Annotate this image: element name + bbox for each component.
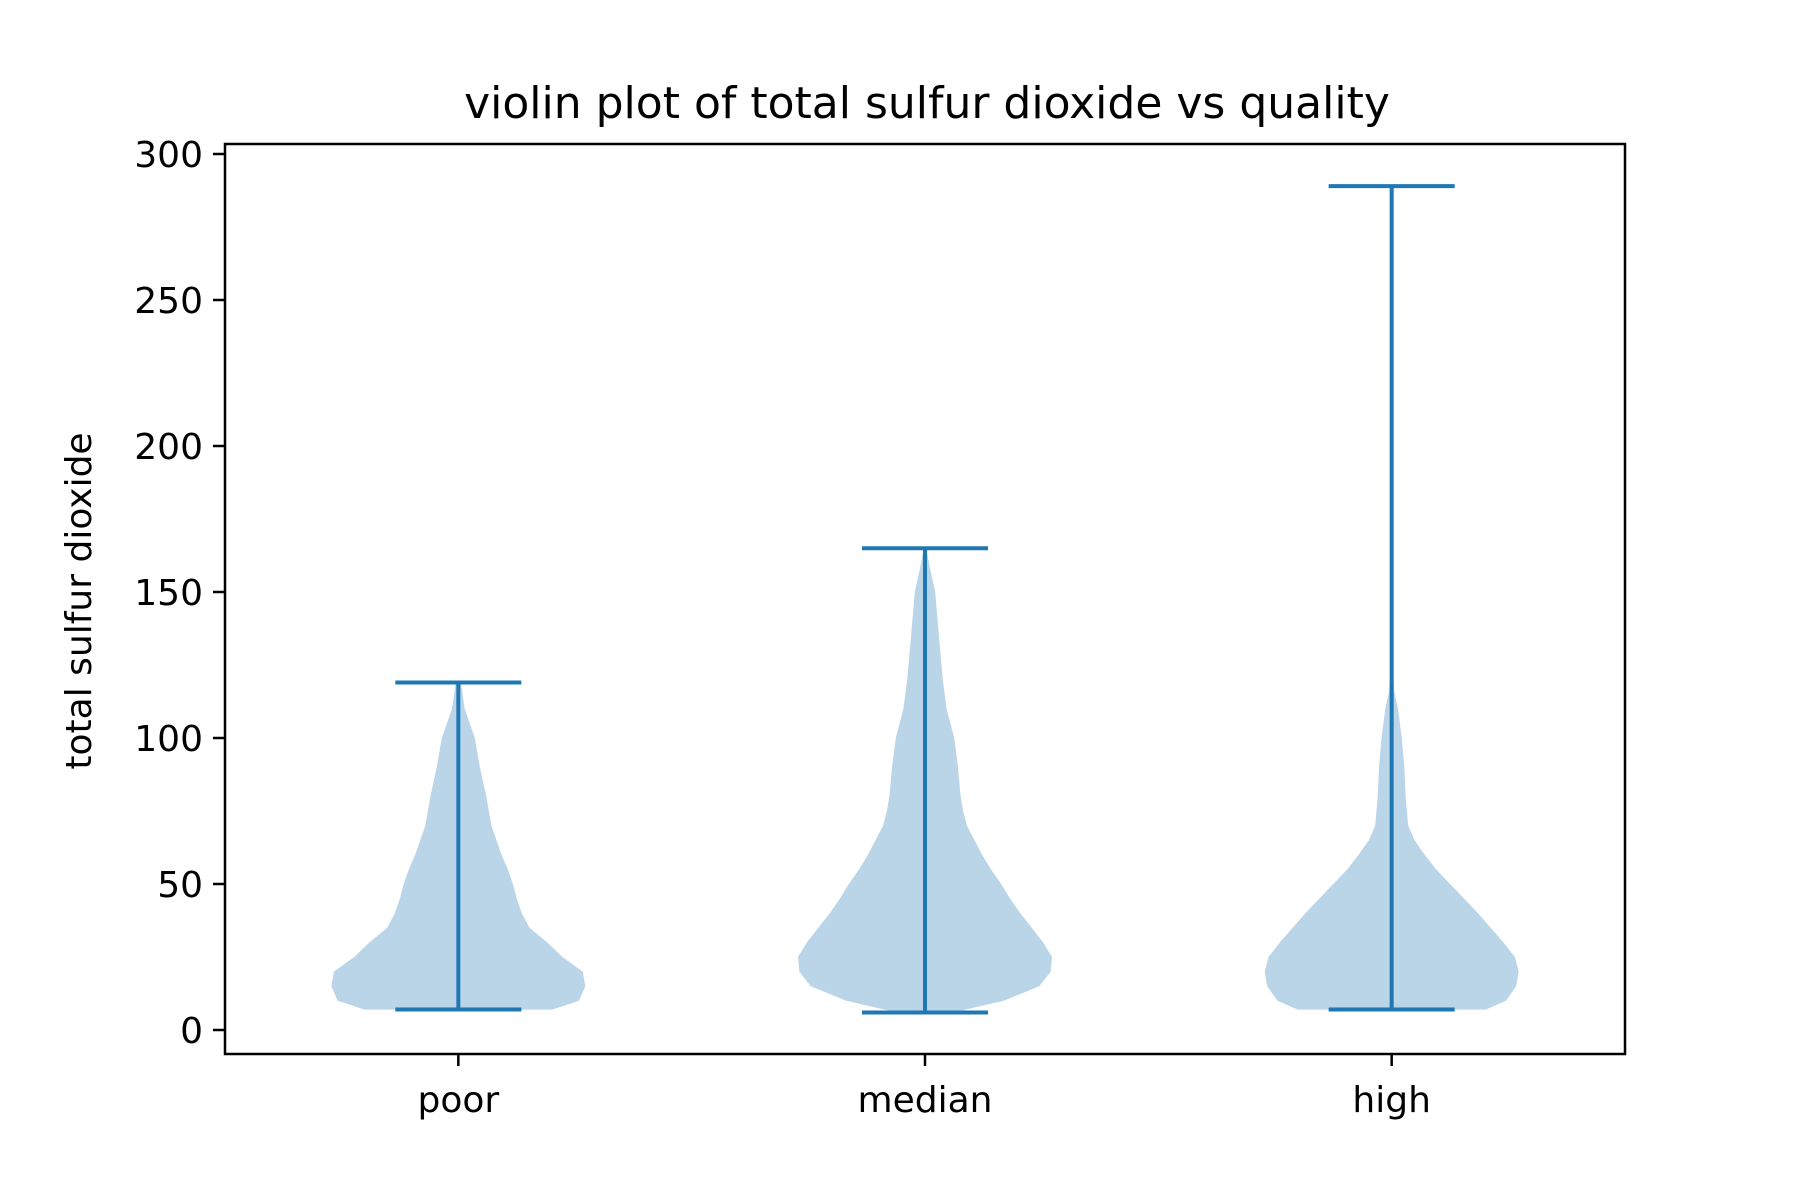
y-tick-label: 200	[134, 427, 203, 468]
x-axis-ticks: poor median high	[417, 1054, 1431, 1121]
y-tick-label: 100	[134, 719, 203, 760]
y-tick-label: 300	[134, 135, 203, 176]
x-tick-label: poor	[417, 1080, 499, 1121]
y-tick-label: 50	[157, 865, 203, 906]
y-tick-label: 250	[134, 281, 203, 322]
violin-group	[331, 184, 1519, 1015]
y-axis-ticks: 0 50 100 150 200 250 300	[134, 135, 225, 1052]
chart-title: violin plot of total sulfur dioxide vs q…	[464, 78, 1390, 129]
y-tick-label: 0	[180, 1011, 203, 1052]
plot-frame	[223, 142, 1627, 1056]
y-tick-label: 150	[134, 573, 203, 614]
x-tick-label: median	[858, 1080, 993, 1121]
x-tick-label: high	[1352, 1080, 1431, 1121]
y-axis-label: total sulfur dioxide	[59, 432, 100, 769]
